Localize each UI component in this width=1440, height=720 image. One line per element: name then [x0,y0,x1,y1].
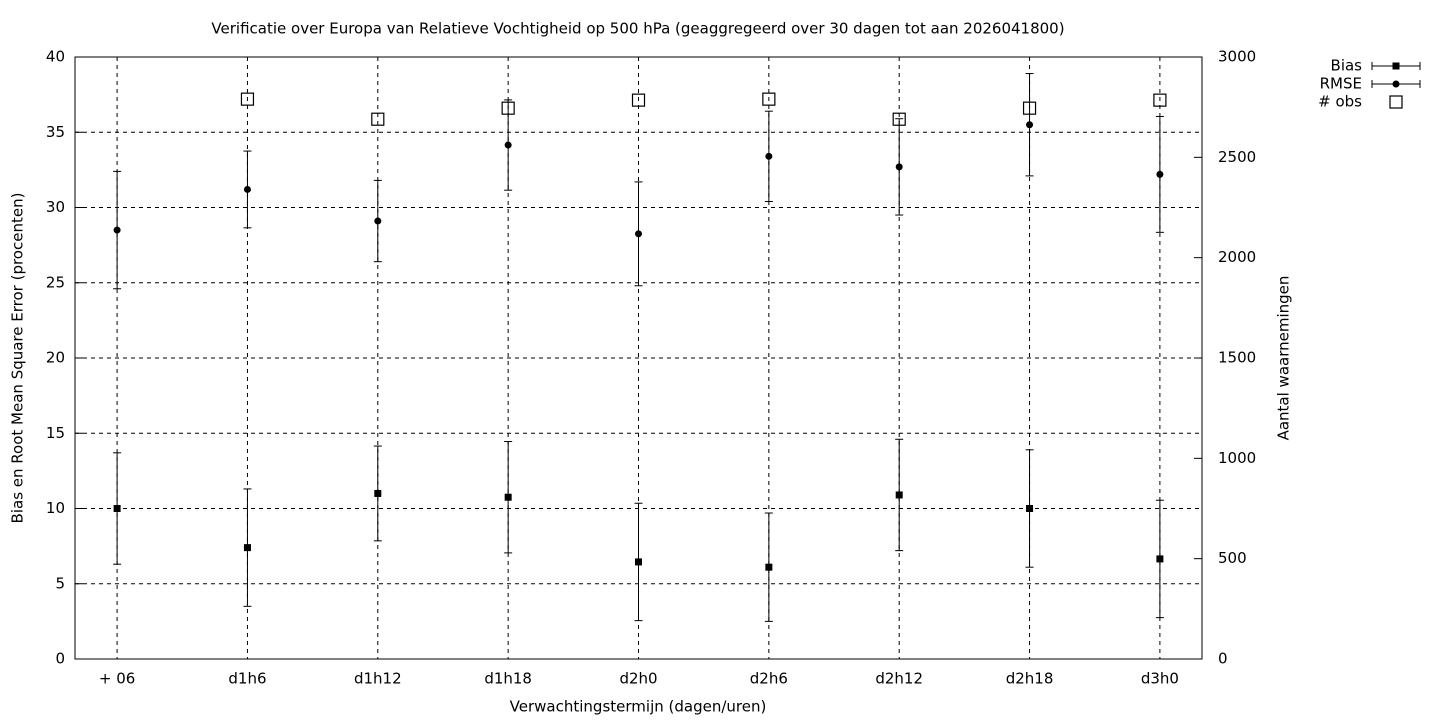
y2-tick-label: 0 [1218,650,1228,668]
y2-tick-label: 3000 [1218,48,1256,66]
data-point [374,489,382,497]
x-tick-label: d2h6 [750,670,788,688]
legend-marker [1392,80,1400,88]
y2-tick-label: 1500 [1218,349,1256,367]
y2-tick-label: 500 [1218,549,1247,567]
x-tick-label: d2h12 [875,670,923,688]
x-tick-label: d2h18 [1006,670,1054,688]
data-point [240,92,255,106]
data-point [371,112,385,126]
y-tick-label: 15 [46,424,65,442]
y2-tick-label: 2500 [1218,148,1256,166]
data-point [243,185,251,193]
y-tick-label: 40 [46,48,65,66]
y-tick-label: 25 [46,273,65,291]
data-point [1156,555,1164,563]
x-tick-label: d3h0 [1141,670,1179,688]
y2-tick-label: 2000 [1218,248,1256,266]
data-point [1022,101,1037,115]
data-point [765,152,773,160]
data-point [243,544,251,552]
x-axis-label: Verwachtingstermijn (dagen/uren) [510,698,767,716]
data-point [635,558,642,566]
data-point [635,230,642,238]
data-point [1026,505,1034,512]
chart-title: Verificatie over Europa van Relatieve Vo… [211,20,1064,38]
data-point [895,491,903,499]
x-tick-label: d1h12 [354,670,402,688]
data-point [113,505,121,512]
y-tick-label: 30 [46,198,65,216]
data-point [892,112,906,126]
y2-tick-label: 1000 [1218,449,1256,467]
y-tick-label: 5 [55,574,65,592]
y2-axis-label: Aantal waarnemingen [1275,276,1293,441]
data-point [895,163,903,171]
x-tick-label: d2h0 [619,670,657,688]
data-point [374,217,382,225]
data-point [762,92,776,106]
x-tick-label: + 06 [99,670,135,688]
y-tick-label: 10 [46,499,65,517]
x-tick-label: d1h18 [484,670,532,688]
data-point [631,93,646,107]
x-tick-label: d1h6 [228,670,266,688]
legend-label: # obs [1318,93,1362,111]
data-point [765,563,773,571]
y-tick-label: 20 [46,349,65,367]
legend-label: RMSE [1320,75,1362,93]
data-point [1156,170,1164,178]
data-point [504,141,512,149]
data-point [113,226,121,234]
legend-marker [1392,62,1400,70]
y-tick-label: 35 [46,123,65,141]
legend-label: Bias [1331,57,1363,75]
data-point [501,101,515,115]
data-point [1153,93,1167,107]
data-point [504,493,512,501]
data-point [1026,121,1034,129]
legend-marker [1389,95,1403,109]
y-axis-label: Bias en Root Mean Square Error (procente… [9,193,27,524]
y-tick-label: 0 [55,650,65,668]
